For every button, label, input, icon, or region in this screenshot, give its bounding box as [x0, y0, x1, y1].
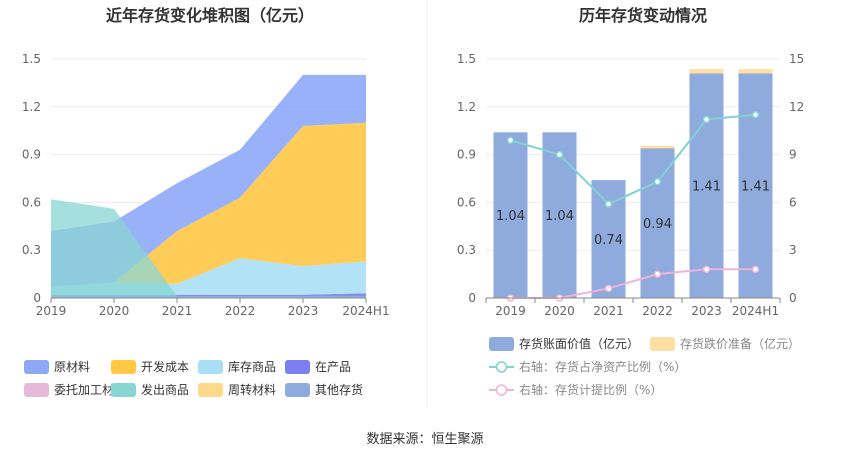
right-x-tick-label: 2024H1	[732, 304, 779, 318]
right-y-tick-label: 0.9	[457, 148, 476, 162]
left-y-tick-label: 0	[33, 291, 41, 305]
bar-book-value	[738, 73, 773, 298]
point-inventory-ratio	[751, 111, 760, 119]
legend-swatch	[285, 383, 310, 397]
right-y-tick-label: 0.3	[457, 243, 476, 257]
right-legend: 存货账面价值（亿元） 存货跌价准备（亿元） 右轴：存货占净资产比例（%） 右轴：存货计…	[489, 336, 800, 397]
legend-line-label: 右轴：存货占净资产比例（%）	[519, 359, 686, 374]
right-gridlines	[486, 58, 780, 251]
right-x-tick-label: 2020	[544, 304, 575, 318]
right-y2-tick-label: 9	[789, 148, 797, 162]
point-inventory-ratio	[653, 177, 662, 186]
right-x-tick-label: 2022	[642, 304, 673, 318]
bar-value-label: 1.04	[545, 209, 574, 224]
legend-line-label: 右轴：存货计提比例（%）	[519, 382, 662, 397]
right-x-tick-label: 2021	[593, 304, 624, 318]
point-inventory-ratio	[702, 115, 711, 124]
legend-line-marker	[495, 361, 508, 373]
bar-value-label: 1.41	[741, 180, 770, 195]
left-x-tick-label: 2021	[162, 304, 193, 318]
right-y-tick-label: 0.6	[457, 195, 476, 209]
left-x-tick-label: 2024H1	[342, 304, 389, 318]
line-inventory-ratio	[510, 113, 756, 206]
legend-swatch-book-value	[489, 337, 514, 351]
left-y-tick-label: 0.3	[22, 243, 41, 257]
point-inventory-ratio	[604, 200, 613, 208]
left-stacked-areas	[51, 74, 366, 298]
legend-line-marker	[495, 384, 508, 396]
area-开发成本	[51, 122, 366, 287]
left-axis: 0 0.3 0.6 0.9 1.2 1.5 2019 2020 2021 2022 2023 2024…	[22, 52, 390, 318]
point-inventory-ratio	[555, 150, 564, 159]
bar-impairment	[738, 69, 773, 74]
right-y2-tick-label: 3	[789, 243, 797, 257]
bar-book-value	[542, 132, 577, 298]
left-chart-title: 近年存货变化堆积图（亿元）	[106, 6, 314, 25]
legend-label: 原材料	[54, 360, 90, 374]
left-x-tick-label: 2019	[36, 304, 67, 318]
left-y-tick-label: 0.9	[22, 148, 41, 162]
legend-label: 库存商品	[228, 359, 276, 374]
legend-swatch	[24, 383, 49, 397]
right-y2-tick-label: 0	[789, 291, 797, 305]
bar-value-label: 0.94	[643, 217, 672, 232]
right-y2-tick-label: 6	[789, 195, 797, 209]
right-y-tick-label: 0	[468, 291, 476, 305]
area-发出商品	[51, 199, 366, 298]
legend-swatch	[198, 360, 223, 374]
bar-value-label: 0.74	[594, 233, 623, 248]
bar-value-label: 1.41	[692, 180, 721, 195]
legend-label: 发出商品	[141, 382, 189, 397]
right-x-tick-label: 2023	[691, 304, 722, 318]
left-x-tick-label: 2020	[99, 304, 130, 318]
left-y-tick-label: 1.5	[22, 52, 41, 66]
left-x-tick-label: 2022	[225, 304, 256, 318]
legend-swatch	[111, 383, 136, 397]
right-x-tick-label: 2019	[495, 304, 526, 318]
point-provision-ratio	[751, 265, 760, 274]
legend-label: 周转材料	[228, 382, 276, 397]
legend-label-book-value: 存货账面价值（亿元）	[519, 336, 639, 351]
bar-book-value	[493, 132, 528, 298]
bar-impairment	[640, 145, 675, 149]
bar-impairment	[689, 69, 724, 74]
legend-swatch	[111, 360, 136, 374]
bar-value-label: 1.04	[496, 209, 525, 224]
legend-label: 委托加工材料	[54, 383, 126, 397]
point-inventory-ratio	[506, 136, 515, 145]
legend-swatch	[285, 360, 310, 374]
right-chart-title: 历年存货变动情况	[579, 6, 707, 25]
right-y-tick-label: 1.2	[457, 100, 476, 114]
legend-label: 其他存货	[315, 382, 363, 397]
source-text: 数据来源：恒生聚源	[366, 432, 483, 447]
right-y2-tick-label: 15	[789, 52, 804, 66]
left-x-tick-label: 2023	[288, 304, 319, 318]
legend-label: 开发成本	[141, 359, 189, 374]
right-axis: 0 0.3 0.6 0.9 1.2 1.5 0 3 6 9 12 15 2019 2020 2021 2022…	[457, 52, 804, 318]
right-bars: 1.04 1.04 0.74 0.94 1.41 1.41	[493, 69, 773, 298]
right-y2-tick-label: 12	[789, 100, 804, 114]
point-provision-ratio	[604, 284, 613, 293]
legend-swatch	[24, 360, 49, 374]
legend-swatch-impairment	[650, 337, 675, 351]
point-provision-ratio	[653, 270, 662, 278]
legend-swatch	[198, 383, 223, 397]
left-y-tick-label: 1.2	[22, 100, 41, 114]
left-y-tick-label: 0.6	[22, 195, 41, 209]
legend-label: 在产品	[315, 360, 351, 374]
right-y-tick-label: 1.5	[457, 52, 476, 66]
bar-book-value	[689, 73, 724, 298]
legend-label-impairment: 存货跌价准备（亿元）	[680, 336, 800, 351]
point-provision-ratio	[702, 265, 711, 274]
